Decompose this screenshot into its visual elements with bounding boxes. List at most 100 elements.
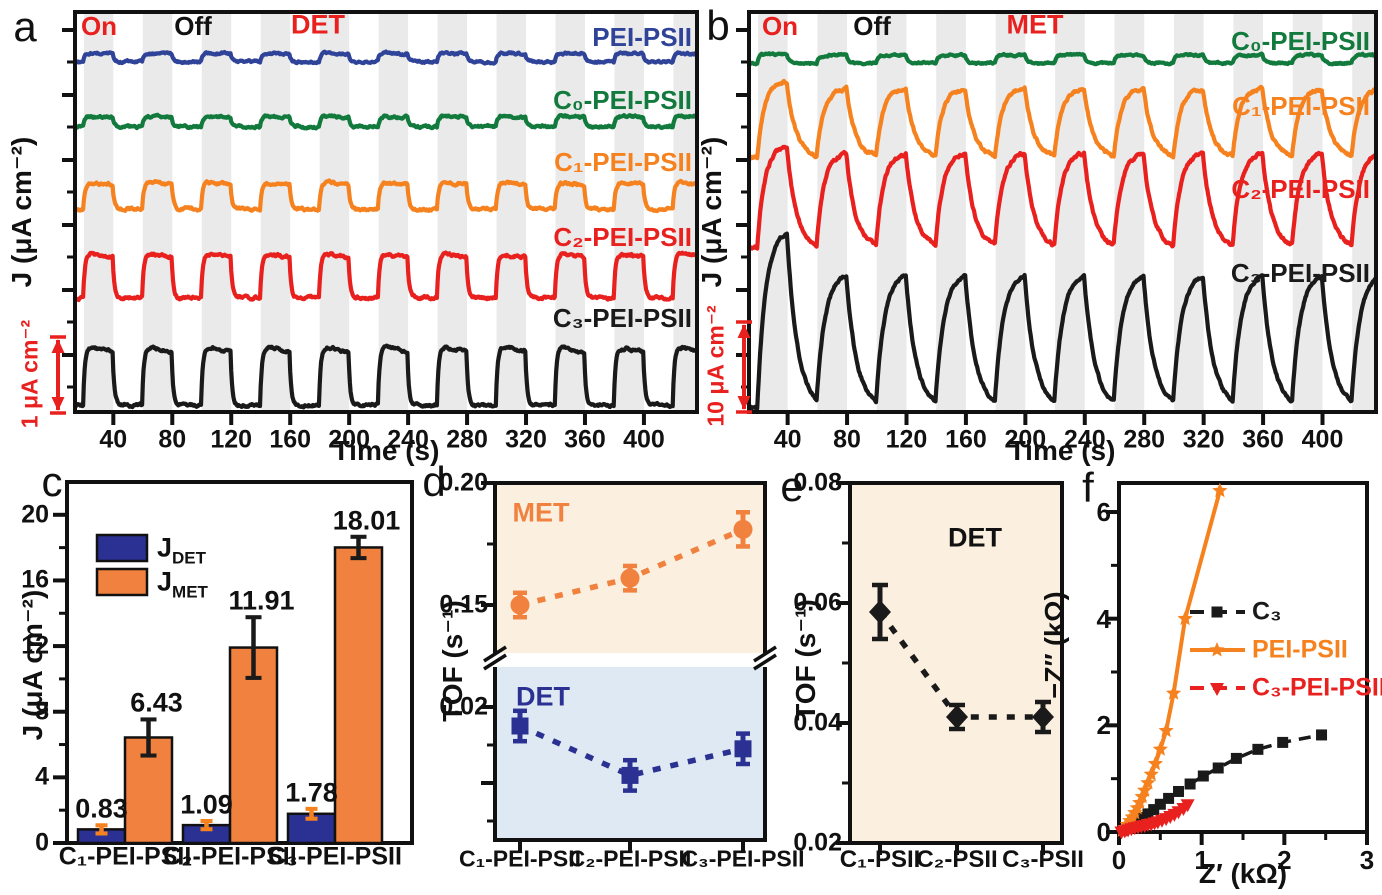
x-tick-label: 240	[1063, 425, 1106, 454]
x-category-label: C₂-PEI-PSII	[163, 842, 297, 871]
light-off-label: Off	[853, 11, 891, 41]
trace-label: PEI-PSII	[592, 22, 692, 52]
trace-label: C₃-PEI-PSII	[552, 303, 692, 333]
x-tick-label: 160	[945, 425, 987, 454]
panel-e-plot	[836, 481, 1064, 855]
x-category-label: C₃-PEI-PSII	[268, 842, 402, 871]
y-tick-label: 0.02	[793, 828, 842, 857]
x-tick-label: 360	[1242, 425, 1284, 454]
x-category-label: C₁-PSII	[839, 846, 921, 873]
x-tick-label: 320	[1182, 425, 1225, 454]
panel-a-plot	[50, 10, 700, 425]
y-tick-label: 2	[1096, 710, 1111, 741]
panel-f: f −Z″ (kΩ) Z′ (kΩ) 0 1 2 3 0 2 4 6 C₃ PEI-PSII C₃-…	[1040, 460, 1382, 895]
mode-label-det: DET	[291, 9, 345, 40]
det-region-label: DET	[948, 522, 1002, 553]
y-axis-label: −Z″ (kΩ)	[1039, 591, 1070, 699]
x-tick-label: 80	[158, 425, 187, 454]
trace-label: C₀-PEI-PSII	[553, 85, 692, 115]
panel-b: b On Off MET J (μA cm⁻²) 10 μA cm⁻² Time…	[696, 0, 1382, 470]
y-tick-label: 8	[35, 697, 49, 726]
trace-label: C₁-PEI-PSII	[554, 147, 692, 177]
legend-jmet-base: J	[157, 566, 173, 597]
legend-jdet-sub: DET	[172, 548, 207, 568]
y-tick-label: 0.15	[439, 590, 488, 619]
panel-letter-d: d	[422, 458, 446, 505]
x-axis-label: Time (s)	[1008, 435, 1116, 466]
value-label: 1.78	[285, 777, 338, 808]
x-category-label: C₂-PEI-PSII	[568, 845, 692, 872]
x-tick-label: 3	[1359, 845, 1375, 875]
x-tick-label: 40	[99, 425, 128, 454]
mode-label-met: MET	[1006, 9, 1064, 40]
x-tick-label: 120	[885, 425, 928, 454]
x-tick-label: 0	[1111, 845, 1127, 875]
x-tick-label: 400	[623, 425, 665, 454]
y-tick-label: 0.08	[793, 468, 842, 497]
x-category-label: C₃-PEI-PSII	[681, 845, 805, 872]
x-tick-label: 200	[1004, 425, 1047, 454]
met-region-label: MET	[512, 497, 570, 528]
light-on-label: On	[80, 11, 118, 41]
panel-d-plot	[481, 481, 777, 852]
y-tick-label: 6	[1096, 497, 1111, 528]
value-label: 1.09	[180, 789, 233, 820]
x-category-label: C₂-PSII	[916, 846, 998, 873]
x-tick-label: 400	[1301, 425, 1344, 454]
panel-letter-c: c	[41, 458, 63, 505]
value-label: 11.91	[228, 585, 295, 616]
panel-letter-b: b	[706, 2, 730, 49]
y-tick-label: 20	[21, 500, 49, 529]
panel-c: c J (μA cm⁻²) JDET JMET 0 4 8 12 16 20 0.83 1.0…	[17, 458, 430, 895]
panel-letter-f: f	[1082, 464, 1094, 511]
panel-c-plot	[53, 480, 414, 845]
legend-label: C₃	[1252, 597, 1282, 626]
y-axis-label: J (μA cm⁻²)	[696, 136, 727, 288]
x-tick-label: 200	[328, 425, 370, 454]
y-axis-label: TOF (s⁻¹)	[790, 599, 821, 721]
light-off-label: Off	[174, 11, 212, 41]
panel-f-plot	[1106, 481, 1370, 845]
trace-label: C₂-PEI-PSII	[1231, 174, 1370, 204]
scalebar-label: 1 μA cm⁻²	[16, 319, 43, 429]
value-label: 0.83	[75, 793, 128, 824]
legend-jdet-label: JDET	[157, 532, 206, 567]
y-tick-label: 0.04	[793, 708, 842, 737]
x-tick-label: 320	[505, 425, 547, 454]
y-tick-label: 0	[1096, 817, 1111, 847]
x-category-label: C₁-PEI-PSII	[58, 842, 192, 871]
panel-a: a On Off DET J (μA cm⁻²) 1 μA cm⁻² Time …	[0, 0, 700, 470]
panel-b-plot	[736, 10, 1379, 425]
x-axis-label: Time (s)	[332, 435, 440, 466]
x-tick-label: 360	[564, 425, 606, 454]
scalebar-label: 10 μA cm⁻²	[702, 305, 729, 427]
y-tick-label: 0.20	[439, 468, 488, 497]
trace-label: C₀-PEI-PSII	[1231, 26, 1370, 56]
y-tick-label: 0	[35, 828, 49, 857]
y-tick-label: 0.02	[439, 692, 488, 721]
y-tick-label: 4	[1096, 603, 1111, 634]
panel-e: e DET TOF (s⁻¹) 0.08 0.06 0.04 0.02 C₁-PSII C…	[770, 460, 1100, 895]
y-tick-label: 0.06	[793, 588, 842, 617]
light-on-label: On	[761, 11, 799, 41]
panel-letter-e: e	[780, 463, 804, 510]
legend-jdet-base: J	[157, 532, 173, 563]
x-tick-label: 80	[833, 425, 861, 454]
value-label: 6.43	[130, 687, 183, 718]
trace-label: C₁-PEI-PSII	[1232, 91, 1370, 121]
x-tick-label: 2	[1277, 845, 1292, 875]
x-tick-label: 120	[210, 425, 253, 454]
y-tick-label: 12	[21, 631, 49, 660]
x-tick-label: 240	[387, 425, 429, 454]
y-tick-label: 16	[21, 565, 49, 594]
panel-d: d MET DET TOF (s⁻¹) 0.20 0.15 0.02 C₁-PEI-P…	[420, 458, 804, 895]
x-tick-label: 280	[446, 425, 488, 454]
value-label: 18.01	[332, 505, 401, 536]
x-category-label: C₁-PEI-PSII	[459, 845, 581, 872]
panel-letter-a: a	[13, 3, 37, 50]
x-category-label: C₃-PSII	[1002, 846, 1084, 873]
y-axis-label: J (μA cm⁻²)	[6, 136, 37, 288]
legend-jmet-sub: MET	[172, 582, 208, 602]
y-tick-label: 4	[35, 762, 49, 791]
